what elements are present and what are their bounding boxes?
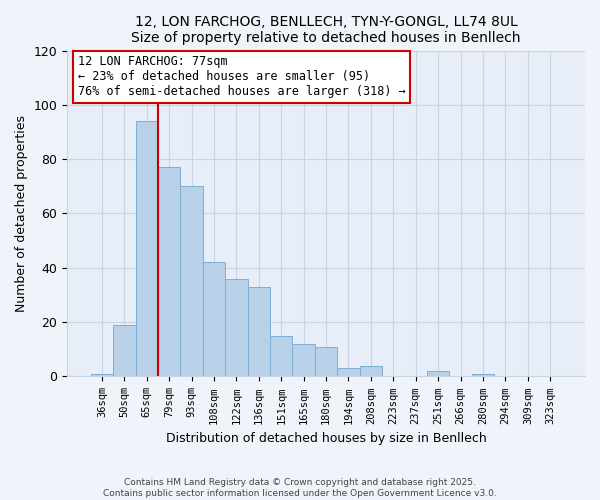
Bar [225, 278, 248, 376]
Bar [91, 374, 113, 376]
Bar [248, 287, 270, 376]
Bar [270, 336, 292, 376]
Bar [113, 325, 136, 376]
Bar [181, 186, 203, 376]
Bar [292, 344, 315, 376]
Text: 12 LON FARCHOG: 77sqm
← 23% of detached houses are smaller (95)
76% of semi-deta: 12 LON FARCHOG: 77sqm ← 23% of detached … [77, 56, 405, 98]
X-axis label: Distribution of detached houses by size in Benllech: Distribution of detached houses by size … [166, 432, 487, 445]
Bar [427, 371, 449, 376]
Bar [158, 168, 181, 376]
Title: 12, LON FARCHOG, BENLLECH, TYN-Y-GONGL, LL74 8UL
Size of property relative to de: 12, LON FARCHOG, BENLLECH, TYN-Y-GONGL, … [131, 15, 521, 45]
Bar [360, 366, 382, 376]
Bar [337, 368, 360, 376]
Bar [203, 262, 225, 376]
Text: Contains HM Land Registry data © Crown copyright and database right 2025.
Contai: Contains HM Land Registry data © Crown c… [103, 478, 497, 498]
Y-axis label: Number of detached properties: Number of detached properties [15, 115, 28, 312]
Bar [315, 346, 337, 376]
Bar [472, 374, 494, 376]
Bar [136, 121, 158, 376]
